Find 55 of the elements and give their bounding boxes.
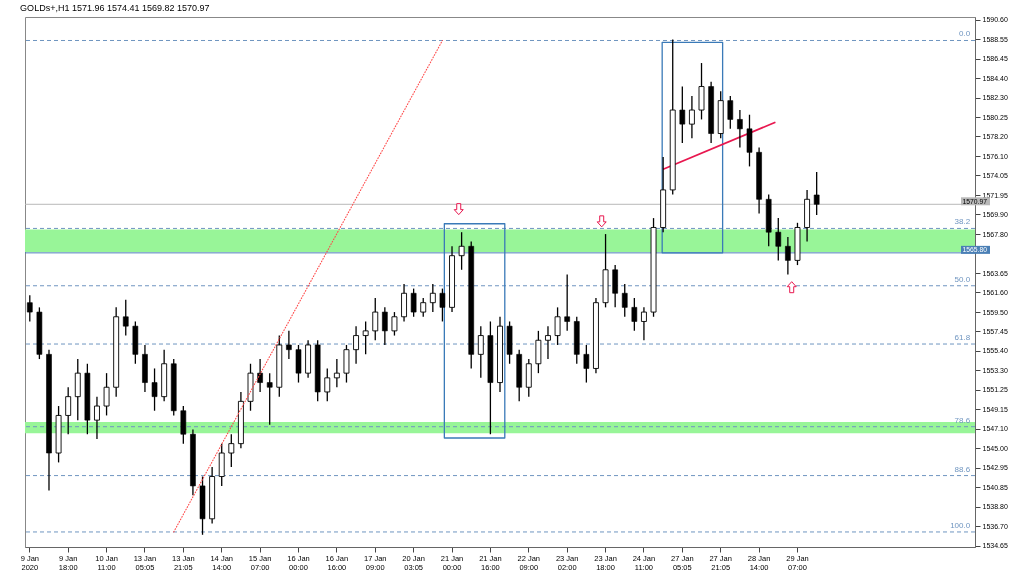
candlestick (218, 442, 225, 487)
candlestick (65, 386, 72, 435)
candlestick (295, 344, 302, 384)
candlestick (372, 297, 379, 341)
candlestick (679, 85, 686, 144)
candlestick (122, 299, 129, 337)
annotation: 61.8 (954, 333, 971, 343)
annotation: 38.2 (954, 217, 971, 227)
candlestick (458, 231, 465, 271)
candlestick (151, 367, 158, 412)
candlestick (286, 330, 292, 360)
candlestick (688, 95, 695, 139)
candlestick (640, 306, 647, 341)
candlestick (343, 344, 350, 384)
candlestick (410, 287, 417, 318)
candlestick (74, 358, 81, 421)
annotation: 100.0 (950, 520, 971, 530)
candlestick (94, 396, 100, 440)
candlestick (362, 320, 369, 356)
candlestick (631, 297, 638, 332)
candlestick (401, 283, 407, 323)
candlestick (257, 358, 263, 393)
annotation: 88.6 (954, 464, 971, 474)
candlestick (477, 325, 484, 379)
candlestick (727, 95, 734, 130)
candlestick (813, 171, 820, 216)
candlestick (391, 311, 398, 337)
candlestick (583, 344, 590, 384)
candlestick (27, 294, 33, 323)
candlestick (266, 372, 273, 426)
candlestick (564, 273, 570, 332)
candlestick (103, 372, 110, 417)
candlestick (698, 62, 705, 121)
candlestick (382, 306, 388, 346)
candlestick (439, 287, 446, 323)
candlestick (737, 109, 743, 149)
candlestick (324, 367, 331, 402)
candlestick (621, 283, 628, 318)
candlestick (785, 236, 791, 276)
candlestick (525, 358, 532, 398)
candlestick (612, 264, 618, 309)
candlestick (775, 217, 782, 262)
candlestick (228, 433, 235, 468)
candlestick (333, 358, 340, 388)
candlestick (554, 306, 561, 346)
candlestick (746, 114, 753, 168)
annotation: 0.0 (959, 29, 971, 39)
candlestick (420, 297, 427, 318)
candlestick (545, 325, 551, 360)
chart-title: GOLDs+,H1 1571.96 1574.41 1569.82 1570.97 (20, 2, 210, 13)
candlestick (535, 330, 542, 374)
candlestick (429, 283, 436, 313)
annotation: 50.0 (954, 274, 971, 284)
candlestick (180, 405, 187, 445)
candlestick (353, 325, 360, 365)
